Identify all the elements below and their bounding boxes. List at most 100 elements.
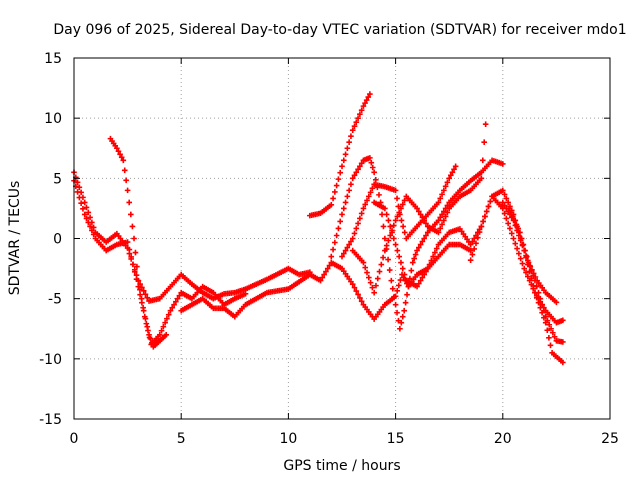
data-point <box>404 291 410 298</box>
data-point <box>439 221 445 228</box>
data-point <box>528 275 535 282</box>
data-point <box>367 189 374 196</box>
data-point <box>421 217 427 224</box>
data-point <box>353 119 360 125</box>
data-point <box>348 181 354 188</box>
data-point <box>508 209 514 216</box>
data-point <box>437 225 444 232</box>
data-point <box>369 284 376 291</box>
data-point <box>444 179 451 186</box>
x-tick-label: 25 <box>601 431 619 447</box>
data-point <box>439 191 445 198</box>
series-track-5 <box>307 91 373 219</box>
data-point <box>362 201 369 208</box>
data-point <box>380 223 387 230</box>
data-point <box>471 246 478 252</box>
data-point <box>364 197 370 204</box>
data-point <box>518 235 525 242</box>
data-point <box>506 205 513 212</box>
data-point <box>76 194 83 201</box>
data-point <box>391 293 397 300</box>
data-point <box>398 217 405 224</box>
y-tick-label: -5 <box>48 292 62 308</box>
data-point <box>546 321 553 328</box>
data-point <box>394 309 400 316</box>
data-point <box>471 235 478 242</box>
data-point <box>342 199 349 206</box>
data-point <box>517 255 524 262</box>
data-point <box>433 245 440 252</box>
data-point <box>401 307 407 314</box>
data-point <box>351 230 358 237</box>
data-point <box>482 213 488 220</box>
data-point <box>430 253 436 260</box>
data-point <box>337 169 344 176</box>
data-point <box>349 175 356 182</box>
data-point <box>394 195 400 202</box>
data-point <box>164 315 170 322</box>
data-point <box>530 270 537 277</box>
data-point <box>527 263 534 269</box>
data-point <box>357 215 363 222</box>
data-point <box>505 220 511 227</box>
data-point <box>376 268 383 275</box>
data-point <box>516 250 522 257</box>
data-point <box>397 325 403 332</box>
x-tick-label: 15 <box>387 431 405 447</box>
data-point <box>530 282 536 289</box>
data-point <box>163 331 169 338</box>
data-point <box>326 262 333 269</box>
data-point <box>437 214 444 221</box>
data-point <box>551 333 558 340</box>
data-point <box>158 327 165 334</box>
data-point <box>386 267 393 273</box>
y-tick-label: -15 <box>39 412 62 428</box>
data-point <box>165 311 172 318</box>
data-point <box>398 319 405 326</box>
data-point <box>519 260 526 267</box>
data-point <box>405 283 412 290</box>
data-point <box>441 187 447 194</box>
data-point <box>501 202 508 209</box>
data-point <box>394 213 401 220</box>
data-point <box>537 304 544 311</box>
data-point <box>140 304 146 311</box>
data-point <box>319 274 326 281</box>
data-point <box>542 319 549 326</box>
data-point <box>160 323 167 330</box>
data-point <box>128 254 134 260</box>
data-point <box>358 210 365 217</box>
data-point <box>146 334 153 341</box>
data-point <box>162 319 168 326</box>
data-point <box>372 177 379 183</box>
data-point <box>399 201 406 208</box>
data-point <box>117 151 123 158</box>
data-point <box>366 193 372 200</box>
x-tick-label: 0 <box>70 431 79 447</box>
data-point <box>321 271 327 278</box>
data-point <box>351 172 358 179</box>
data-point <box>335 176 342 182</box>
data-point <box>374 275 381 282</box>
data-point <box>362 100 368 106</box>
data-point <box>512 240 519 247</box>
data-point <box>81 199 88 206</box>
data-point <box>353 169 360 176</box>
data-point <box>507 225 513 232</box>
data-point <box>344 244 351 251</box>
data-point <box>124 239 131 245</box>
data-point <box>392 301 399 308</box>
data-point <box>126 199 133 206</box>
data-point <box>398 205 404 212</box>
data-point <box>78 200 84 207</box>
data-point <box>428 257 435 264</box>
data-point <box>394 247 401 254</box>
data-point <box>333 182 340 189</box>
data-point <box>317 277 324 284</box>
data-point <box>503 215 510 222</box>
data-point <box>480 218 486 225</box>
x-tick-label: 5 <box>177 431 186 447</box>
data-point <box>560 339 566 345</box>
data-point <box>371 289 377 296</box>
data-point <box>419 274 426 281</box>
